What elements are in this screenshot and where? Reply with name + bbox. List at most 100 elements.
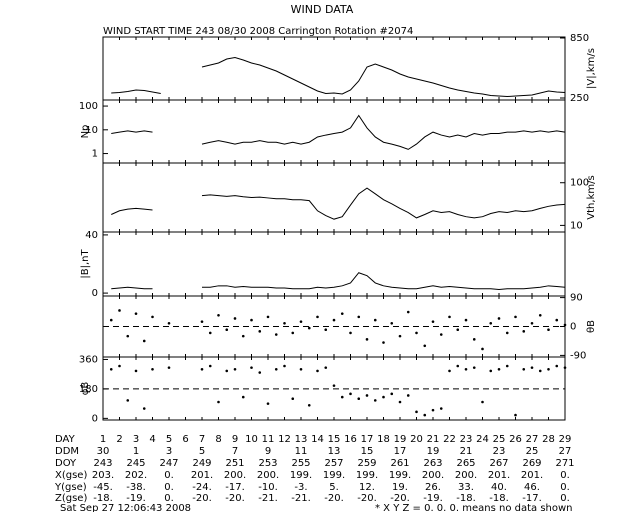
data-point <box>530 321 534 325</box>
data-point <box>324 366 328 369</box>
data-point <box>464 367 468 371</box>
day-label: 18 <box>377 434 390 445</box>
data-point <box>514 315 517 319</box>
day-label: 1 <box>100 434 106 445</box>
table-cell: 15 <box>361 446 374 457</box>
data-point <box>431 320 435 323</box>
data-point <box>307 326 311 330</box>
table-cell: -20. <box>225 493 245 504</box>
data-point <box>431 408 435 412</box>
data-point <box>406 310 410 314</box>
data-line <box>201 187 566 220</box>
day-label: 25 <box>493 434 506 445</box>
data-point <box>464 318 468 322</box>
data-point <box>555 364 559 368</box>
data-point <box>423 344 427 348</box>
day-label: 8 <box>215 434 221 445</box>
data-point <box>134 369 138 373</box>
data-point <box>109 367 113 371</box>
data-point <box>340 312 344 315</box>
row-label: Y(gse) <box>54 482 87 493</box>
data-point <box>109 318 113 322</box>
data-line <box>111 207 153 215</box>
title: WIND DATA <box>291 3 354 16</box>
data-point <box>398 334 402 338</box>
data-point <box>299 367 303 371</box>
y-tick-label: 250 <box>570 93 589 104</box>
table-cell: -20. <box>324 493 344 504</box>
y-tick-label: 100 <box>570 178 589 189</box>
table-cell: 0. <box>560 482 570 493</box>
data-point <box>538 313 542 317</box>
data-line <box>111 130 153 134</box>
data-point <box>382 341 385 344</box>
data-point <box>283 321 286 325</box>
data-point <box>274 333 278 336</box>
y-tick-label: 10 <box>85 125 98 136</box>
table-cell: -21. <box>258 493 278 504</box>
table-cell: 251 <box>225 458 244 469</box>
footer-date: Sat Sep 27 12:06:43 2008 <box>60 503 191 512</box>
table-cell: 257 <box>324 458 343 469</box>
table-cell: 249 <box>192 458 211 469</box>
table-cell: 33. <box>458 482 474 493</box>
table-cell: 40. <box>491 482 507 493</box>
data-point <box>547 367 550 371</box>
data-point <box>547 328 550 332</box>
data-point <box>481 400 484 404</box>
table-cell: 271 <box>555 458 574 469</box>
data-point <box>538 369 542 373</box>
data-point <box>415 331 418 335</box>
table-cell: 21 <box>460 446 473 457</box>
data-point <box>489 321 493 325</box>
table-cell: 245 <box>126 458 145 469</box>
table-cell: -10. <box>258 482 278 493</box>
y-axis-label: Vth,km/s <box>586 175 597 219</box>
table-cell: 12. <box>359 482 375 493</box>
y-tick-label: 360 <box>79 354 98 365</box>
data-point <box>357 397 361 401</box>
table-cell: 0. <box>164 482 174 493</box>
day-label: 23 <box>460 434 473 445</box>
data-point <box>134 312 138 315</box>
day-label: 4 <box>149 434 155 445</box>
data-point <box>142 339 146 343</box>
table-cell: -17. <box>225 482 245 493</box>
table-cell: 7 <box>232 446 238 457</box>
data-point <box>406 394 410 397</box>
data-point <box>258 330 262 333</box>
data-point <box>439 333 443 336</box>
data-point <box>266 402 270 405</box>
day-label: 17 <box>361 434 374 445</box>
row-label: Z(gse) <box>55 493 87 504</box>
day-label: 22 <box>443 434 456 445</box>
footer-note: * X Y Z = 0. 0. 0. means no data shown <box>375 503 573 512</box>
day-label: 2 <box>116 434 122 445</box>
data-point <box>563 323 567 327</box>
data-point <box>555 318 559 322</box>
day-label: 24 <box>476 434 489 445</box>
table-cell: 199. <box>290 470 312 481</box>
day-label: 16 <box>344 434 357 445</box>
data-point <box>497 367 501 371</box>
y-tick-label: 90 <box>570 293 583 304</box>
data-point <box>514 413 517 417</box>
data-point <box>118 364 121 368</box>
y-axis-label: |B|,nT <box>80 249 91 279</box>
data-point <box>167 321 171 325</box>
table-cell: -21. <box>291 493 311 504</box>
data-point <box>349 331 352 335</box>
data-point <box>423 413 427 417</box>
data-line <box>111 89 161 94</box>
table-cell: 267 <box>489 458 508 469</box>
data-point <box>522 330 526 333</box>
table-cell: 19. <box>392 482 408 493</box>
data-point <box>241 395 245 399</box>
data-point <box>365 394 369 397</box>
day-label: 13 <box>295 434 308 445</box>
data-point <box>200 320 204 323</box>
table-cell: 201. <box>488 470 510 481</box>
data-point <box>530 366 534 369</box>
